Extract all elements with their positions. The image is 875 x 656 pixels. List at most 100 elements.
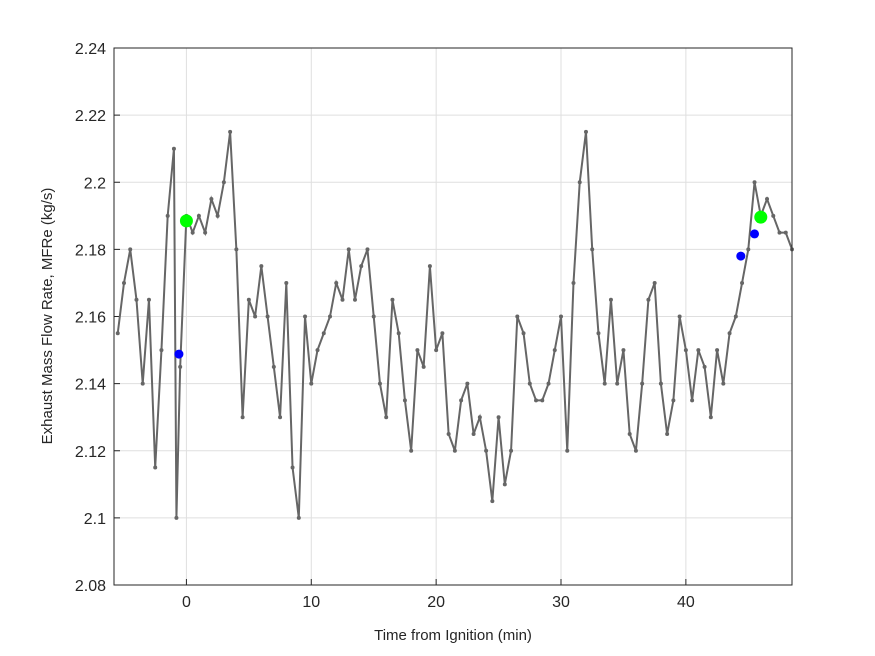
- mfre-point: [140, 381, 145, 386]
- mfre-point: [396, 331, 401, 336]
- mfre-point: [621, 348, 626, 353]
- x-tick-label: 20: [427, 594, 445, 611]
- mfre-point: [552, 348, 557, 353]
- mfre-point: [683, 348, 688, 353]
- mfre-point: [128, 247, 133, 252]
- mfre-point: [696, 348, 701, 353]
- blue-marker: [174, 349, 184, 359]
- mfre-point: [146, 297, 151, 302]
- mfre-point: [377, 381, 382, 386]
- mfre-point: [159, 348, 164, 353]
- mfre-point: [434, 348, 439, 353]
- mfre-point: [315, 348, 320, 353]
- mfre-point: [265, 314, 270, 319]
- axes-box: [113, 47, 793, 586]
- mfre-point: [328, 314, 333, 319]
- mfre-point: [271, 364, 276, 369]
- mfre-point: [174, 515, 179, 520]
- green-marker: [754, 210, 768, 224]
- x-tick-label: 0: [182, 594, 191, 611]
- mfre-point: [602, 381, 607, 386]
- mfre-point: [384, 415, 389, 420]
- mfre-point: [540, 398, 545, 403]
- mfre-point: [359, 264, 364, 269]
- mfre-point: [427, 264, 432, 269]
- mfre-point: [134, 297, 139, 302]
- mfre-point: [671, 398, 676, 403]
- mfre-point: [690, 398, 695, 403]
- mfre-point: [565, 448, 570, 453]
- mfre-point: [371, 314, 376, 319]
- y-tick-label: 2.24: [75, 41, 106, 58]
- green-marker: [179, 214, 193, 228]
- mfre-point: [215, 213, 220, 218]
- mfre-point: [296, 515, 301, 520]
- mfre-point: [240, 415, 245, 420]
- mfre-point: [153, 465, 158, 470]
- mfre-point: [115, 331, 120, 336]
- mfre-point: [484, 448, 489, 453]
- mfre-point: [196, 213, 201, 218]
- y-tick-label: 2.18: [75, 242, 106, 259]
- tick-labels: 0 10 20 30 40 2.08 2.1 2.12 2.14 2.16 2.18 2.2 2.22 2…: [75, 41, 695, 611]
- mfre-point: [234, 247, 239, 252]
- mfre-point: [733, 314, 738, 319]
- mfre-point: [521, 331, 526, 336]
- mfre-point: [590, 247, 595, 252]
- mfre-point: [402, 398, 407, 403]
- mfre-point: [221, 180, 226, 185]
- mfre-point: [346, 247, 351, 252]
- mfre-point: [502, 482, 507, 487]
- mfre-point: [278, 415, 283, 420]
- y-tick-label: 2.2: [84, 175, 106, 192]
- mfre-point: [290, 465, 295, 470]
- mfre-point: [409, 448, 414, 453]
- mfre-point: [752, 180, 757, 185]
- x-tick-label: 10: [302, 594, 320, 611]
- mfre-point: [203, 230, 208, 235]
- mfre-point: [340, 297, 345, 302]
- x-tick-label: 30: [552, 594, 570, 611]
- mfre-point: [446, 431, 451, 436]
- mfre-point: [246, 297, 251, 302]
- mfre-point: [715, 348, 720, 353]
- mfre-point: [571, 280, 576, 285]
- mfre-point: [633, 448, 638, 453]
- x-tick-label: 40: [677, 594, 695, 611]
- data-series: [115, 129, 794, 520]
- mfre-point: [596, 331, 601, 336]
- mfre-point: [546, 381, 551, 386]
- mfre-point: [527, 381, 532, 386]
- y-axis-label: Exhaust Mass Flow Rate, MFRe (kg/s): [39, 188, 56, 445]
- y-tick-label: 2.22: [75, 108, 106, 125]
- mfre-point: [765, 197, 770, 202]
- mfre-point: [228, 129, 233, 134]
- blue-marker: [736, 251, 746, 261]
- mfre-point: [321, 331, 326, 336]
- mfre-point: [777, 230, 782, 235]
- mfre-point: [727, 331, 732, 336]
- mfre-point: [740, 280, 745, 285]
- mfre-point: [652, 280, 657, 285]
- mfre-point: [515, 314, 520, 319]
- mfre-point: [415, 348, 420, 353]
- mfre-point: [509, 448, 514, 453]
- mfre-point: [178, 364, 183, 369]
- blue-marker: [750, 229, 760, 239]
- y-tick-label: 2.16: [75, 310, 106, 327]
- mfre-point: [608, 297, 613, 302]
- mfre-point: [309, 381, 314, 386]
- mfre-point: [708, 415, 713, 420]
- mfre-point: [303, 314, 308, 319]
- mfre-point: [352, 297, 357, 302]
- mfre-point: [421, 364, 426, 369]
- mfre-point: [171, 146, 176, 151]
- mfre-point: [259, 264, 264, 269]
- y-tick-label: 2.12: [75, 444, 106, 461]
- mfre-point: [646, 297, 651, 302]
- mfre-point: [627, 431, 632, 436]
- mfre-point: [702, 364, 707, 369]
- mfre-point: [253, 314, 258, 319]
- mfre-point: [615, 381, 620, 386]
